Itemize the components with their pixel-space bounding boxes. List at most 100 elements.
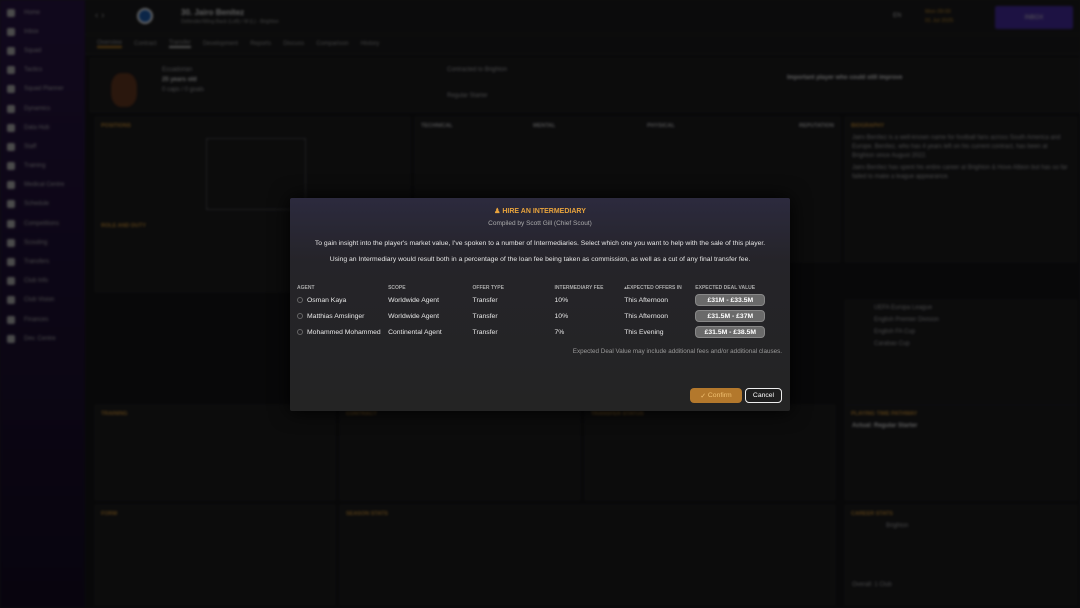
tab-discuss[interactable]: Discuss xyxy=(283,41,305,47)
language[interactable]: EN xyxy=(893,13,902,19)
column-header: SCOPE xyxy=(388,285,406,291)
sidebar-item-label: Club Info xyxy=(24,278,49,285)
dialog-title-text: HIRE AN INTERMEDIARY xyxy=(502,208,586,215)
tab-history[interactable]: History xyxy=(360,41,380,47)
sidebar-item-label: Training xyxy=(24,163,46,170)
cell: 7% xyxy=(554,328,565,336)
sidebar-item-label: Club Vision xyxy=(24,297,55,304)
coach-summary: Important player who could still improve xyxy=(787,75,903,81)
cell: £31.5M - £37M xyxy=(695,308,784,324)
sidebar-item-data-hub[interactable]: Data Hub xyxy=(0,118,85,137)
tab-overview[interactable]: Overview xyxy=(97,40,123,48)
sidebar-item-label: Competitions xyxy=(24,220,60,227)
cell: Worldwide Agent xyxy=(388,312,439,320)
confirm-button[interactable]: ✓ Confirm xyxy=(690,388,742,403)
sidebar-item-squad[interactable]: Squad xyxy=(0,41,85,60)
sidebar-item-staff[interactable]: Staff xyxy=(0,137,85,156)
sidebar-icon xyxy=(7,334,15,343)
competition: English FA Cup xyxy=(874,329,916,335)
career-stats-title: CAREER STATS xyxy=(851,511,893,517)
cell: £31.5M - £38.5M xyxy=(695,324,784,340)
sidebar-item-dynamics[interactable]: Dynamics xyxy=(0,99,85,118)
agent-name: Matthias Amslinger xyxy=(307,312,365,320)
intermediary-table: AGENT SCOPE OFFER TYPE INTERMEDIARY FEE ▴EXP… xyxy=(297,284,784,340)
tab-development[interactable]: Development xyxy=(202,41,239,47)
sidebar-icon xyxy=(7,200,15,209)
contract: Contracted to Brighton xyxy=(447,67,508,73)
select-radio[interactable] xyxy=(297,328,303,335)
sidebar-item-label: Data Hub xyxy=(24,124,50,131)
sidebar-item-club-vision[interactable]: Club Vision xyxy=(0,291,85,310)
competitions-panel: UEFA Europa League English Premier Divis… xyxy=(845,300,1077,405)
cell: 10% xyxy=(554,312,569,320)
transfer-status-panel: TRANSFER STATUS xyxy=(585,405,835,500)
contract-title: CONTRACT xyxy=(346,411,377,417)
player-title: 30. Jairo Benítez xyxy=(181,8,245,17)
column-header: AGENT xyxy=(297,285,315,291)
sidebar-icon xyxy=(7,66,15,75)
cell: Matthias Amslinger xyxy=(297,308,388,324)
cell: This Afternoon xyxy=(624,296,669,304)
cancel-button[interactable]: Cancel xyxy=(745,388,782,403)
sidebar-item-medical-centre[interactable]: Medical Centre xyxy=(0,176,85,195)
sidebar-item-squad-planner[interactable]: Squad Planner xyxy=(0,80,85,99)
sidebar-item-dev-centre[interactable]: Dev. Centre xyxy=(0,329,85,348)
season-stats-title: SEASON STATS xyxy=(346,511,388,517)
sidebar-item-tactics[interactable]: Tactics xyxy=(0,61,85,80)
agent-name: Osman Kaya xyxy=(307,296,347,304)
sidebar-icon xyxy=(7,85,15,94)
dialog-text: Using an Intermediary would result both … xyxy=(329,256,751,263)
sidebar-item-transfers[interactable]: Transfers xyxy=(0,252,85,271)
continue-button[interactable]: INBOX xyxy=(995,6,1073,29)
sidebar-item-label: Finances xyxy=(24,316,49,323)
sidebar-item-scouting[interactable]: Scouting xyxy=(0,233,85,252)
bio-text-2: Jairo Benítez has spent his entire caree… xyxy=(852,165,1068,180)
sidebar-item-home[interactable]: Home xyxy=(0,3,85,22)
intermediary-row[interactable]: Osman Kaya Worldwide Agent Transfer 10% This… xyxy=(297,292,784,308)
reputation-title: REPUTATION xyxy=(799,123,834,129)
form-panel: FORM xyxy=(95,505,335,605)
sidebar-icon xyxy=(7,181,15,190)
game-date: 01 Jul 2025 xyxy=(925,18,954,24)
sidebar-icon xyxy=(7,238,15,247)
sidebar-item-club-info[interactable]: Club Info xyxy=(0,272,85,291)
check-icon: ✓ xyxy=(700,392,708,400)
deal-value-badge: £31.5M - £37M xyxy=(695,310,766,322)
tab-comparison[interactable]: Comparison xyxy=(316,41,349,47)
nationality: Ecuadorian xyxy=(162,67,193,73)
sidebar-icon xyxy=(7,162,15,171)
sidebar-item-inbox[interactable]: Inbox xyxy=(0,22,85,41)
tab-transfer[interactable]: Transfer xyxy=(168,40,191,48)
club-badge[interactable] xyxy=(137,8,153,24)
sidebar-item-schedule[interactable]: Schedule xyxy=(0,195,85,214)
back-forward-icons[interactable]: ‹ › xyxy=(95,10,105,21)
select-radio[interactable] xyxy=(297,296,303,303)
sidebar-item-competitions[interactable]: Competitions xyxy=(0,214,85,233)
sidebar-item-finances[interactable]: Finances xyxy=(0,310,85,329)
tab-contract[interactable]: Contract xyxy=(134,41,157,47)
dialog-text: To gain insight into the player's market… xyxy=(314,240,766,247)
cell: Mohammed Mohammed xyxy=(297,324,388,340)
column-header[interactable]: ▴EXPECTED OFFERS IN xyxy=(624,285,682,291)
tab-reports[interactable]: Reports xyxy=(250,41,272,47)
sidebar-item-label: Tactics xyxy=(24,67,43,74)
playing-time-panel: PLAYING TIME PATHWAY Actual: Regular Star… xyxy=(845,405,1077,500)
competition: Carabao Cup xyxy=(874,341,910,347)
career-team: Brighton xyxy=(886,523,909,529)
mental-title: MENTAL xyxy=(533,123,556,129)
deal-value-badge: £31.5M - £38.5M xyxy=(695,326,766,338)
cell: This Afternoon xyxy=(624,312,669,320)
sidebar-icon xyxy=(7,46,15,55)
sidebar-icon xyxy=(7,296,15,305)
sidebar-item-training[interactable]: Training xyxy=(0,157,85,176)
sidebar: Home Inbox Squad Tactics Squad Planner Dynami… xyxy=(0,0,85,608)
sidebar-icon xyxy=(7,277,15,286)
cell: Transfer xyxy=(472,296,498,304)
intermediary-row[interactable]: Matthias Amslinger Worldwide Agent Transfe… xyxy=(297,308,784,324)
sidebar-icon xyxy=(7,123,15,132)
select-radio[interactable] xyxy=(297,312,303,319)
sidebar-item-label: Transfers xyxy=(24,259,50,266)
cell: Worldwide Agent xyxy=(388,296,439,304)
technical-title: TECHNICAL xyxy=(421,123,453,129)
intermediary-row[interactable]: Mohammed Mohammed Continental Agent Transf… xyxy=(297,324,784,340)
